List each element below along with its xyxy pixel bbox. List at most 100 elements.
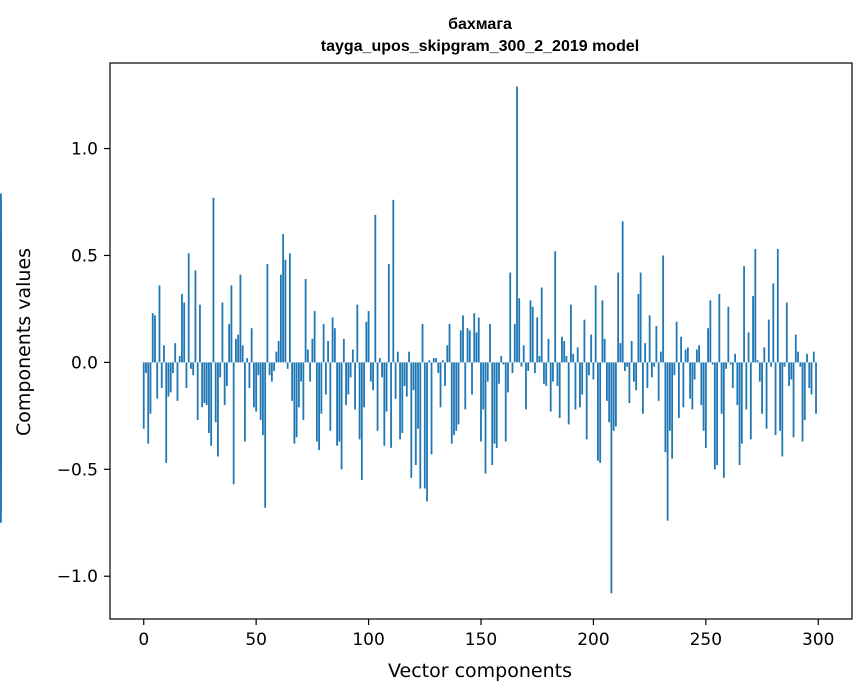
bar: [720, 362, 723, 414]
bar: [779, 362, 781, 431]
bar: [412, 362, 415, 391]
bar: [579, 362, 581, 408]
bar: [239, 274, 242, 363]
bar: [244, 362, 246, 442]
bar: [684, 349, 687, 363]
y-tick-label: 1.0: [71, 140, 98, 160]
bar: [230, 285, 233, 363]
bar: [718, 293, 721, 363]
bar: [441, 360, 444, 363]
bar: [390, 362, 392, 448]
bar: [619, 343, 622, 363]
bar: [716, 362, 718, 466]
bar: [507, 362, 509, 393]
bar: [142, 362, 145, 429]
bar: [212, 197, 215, 363]
bar: [736, 362, 739, 406]
bar: [376, 362, 379, 431]
bar: [486, 362, 489, 382]
bar: [585, 362, 588, 440]
bar: [383, 362, 386, 446]
bar: [455, 362, 458, 431]
bar: [349, 362, 352, 378]
bar: [601, 300, 604, 363]
bar: [810, 362, 813, 395]
bar: [435, 358, 437, 363]
x-tick-label: 150: [465, 630, 497, 650]
bar: [749, 362, 752, 440]
bar: [563, 341, 566, 363]
bar: [572, 353, 575, 363]
bar: [464, 362, 467, 410]
bar: [0, 362, 2, 523]
bar: [626, 362, 629, 367]
bar: [509, 272, 512, 363]
bar: [199, 304, 201, 363]
bar: [174, 343, 177, 363]
bar: [264, 362, 267, 508]
bar: [327, 341, 329, 363]
bar: [493, 362, 496, 444]
bar: [734, 353, 736, 363]
bar: [536, 317, 539, 363]
bar: [419, 362, 422, 489]
bar: [176, 362, 179, 401]
bar: [169, 362, 172, 393]
bar: [815, 362, 817, 414]
bar: [711, 362, 714, 365]
bar: [659, 351, 662, 363]
bar: [797, 351, 799, 363]
bar: [248, 362, 251, 389]
bar: [385, 362, 388, 412]
bar: [747, 332, 750, 363]
y-tick-label: 0.0: [71, 353, 98, 373]
bar: [691, 362, 694, 410]
bar: [217, 362, 219, 457]
bar: [322, 323, 325, 363]
bar: [513, 323, 516, 363]
bar: [538, 355, 541, 363]
bar: [689, 362, 692, 399]
bar: [246, 358, 249, 363]
bar: [594, 285, 597, 363]
bar: [650, 362, 653, 378]
bar: [590, 334, 593, 363]
bar: [615, 362, 617, 427]
bar: [266, 264, 269, 363]
bar: [145, 362, 147, 374]
bar: [511, 362, 514, 374]
bar: [576, 347, 579, 363]
bar: [491, 362, 494, 466]
bar: [190, 362, 192, 369]
bar: [306, 349, 309, 363]
bar: [765, 362, 768, 429]
bar: [790, 362, 793, 380]
bar: [543, 362, 545, 384]
bar: [770, 362, 772, 367]
bar: [295, 362, 298, 438]
bar: [504, 362, 507, 442]
bar: [399, 362, 401, 440]
bar: [181, 293, 183, 363]
bar: [603, 338, 606, 363]
bar: [401, 362, 404, 433]
bar: [549, 362, 552, 412]
bar: [648, 315, 651, 363]
bar: [617, 272, 620, 363]
bar: [183, 302, 186, 363]
bar: [794, 334, 797, 363]
bar: [165, 362, 168, 463]
bar: [812, 351, 815, 363]
bar: [232, 362, 235, 485]
bar: [302, 362, 305, 421]
bar: [284, 259, 287, 363]
bar: [628, 362, 631, 404]
bar: [763, 347, 766, 363]
bar: [527, 362, 530, 371]
bar: [799, 362, 802, 367]
bar: [291, 362, 294, 401]
bar: [378, 358, 381, 363]
bar: [439, 362, 442, 408]
bar: [547, 338, 550, 363]
bar: [581, 362, 584, 395]
